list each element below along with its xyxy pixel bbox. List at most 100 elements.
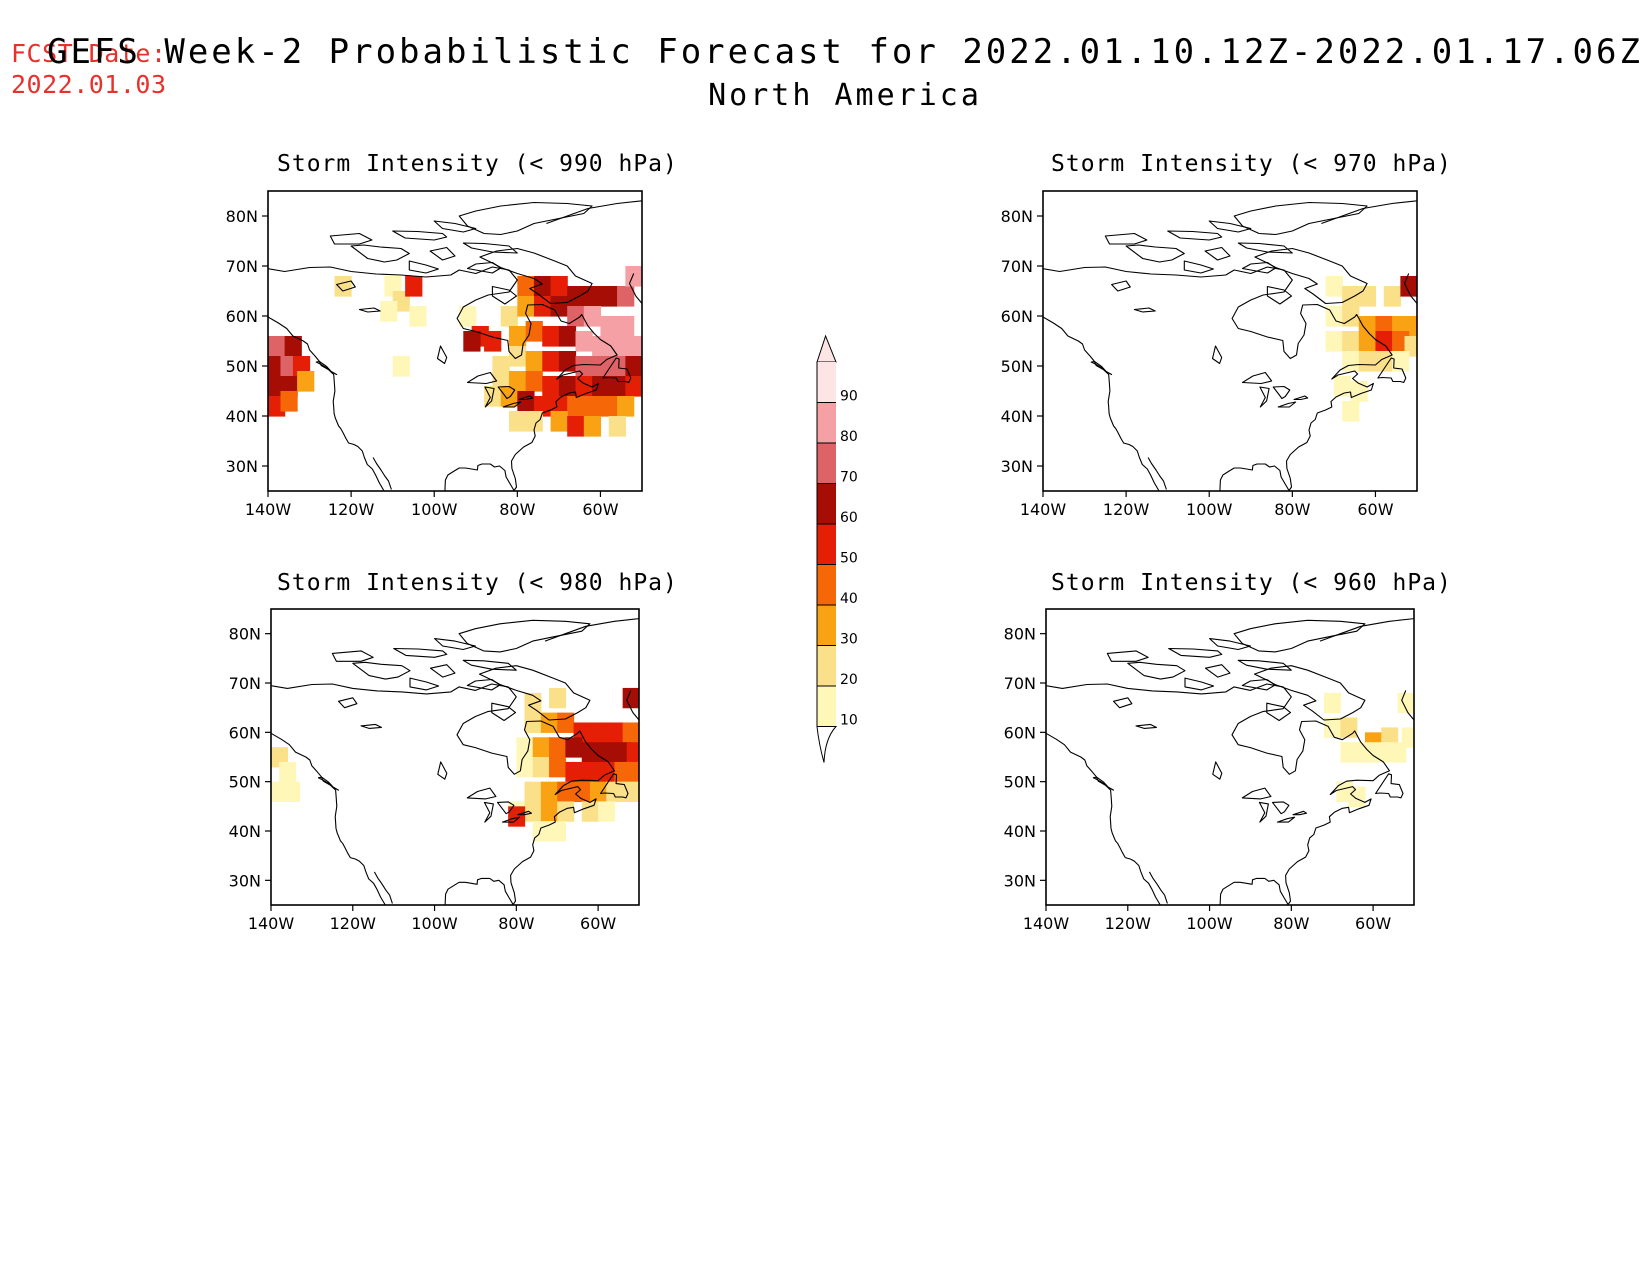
y-tick-label: 40N xyxy=(229,822,261,841)
x-tick-label: 80W xyxy=(1273,914,1309,933)
prob-cell xyxy=(524,712,542,733)
coastline xyxy=(1403,273,1417,305)
colorbar-swatch xyxy=(817,483,836,524)
y-tick-label: 30N xyxy=(1001,457,1033,476)
coastline xyxy=(1321,200,1417,225)
y-tick-label: 80N xyxy=(229,625,261,644)
prob-cell xyxy=(280,391,298,412)
prob-cell xyxy=(1325,331,1343,352)
coastline xyxy=(1237,242,1293,254)
y-tick-label: 50N xyxy=(226,357,258,376)
prob-cell xyxy=(540,781,558,802)
coastline xyxy=(1090,360,1113,376)
prob-cell xyxy=(500,306,518,327)
colorbar-label: 40 xyxy=(840,591,858,607)
prob-cell xyxy=(1342,331,1360,352)
coastline xyxy=(336,280,356,292)
prob-cell xyxy=(532,737,550,758)
prob-cell xyxy=(1383,286,1401,307)
x-tick-label: 80W xyxy=(499,500,535,519)
coastline xyxy=(1147,457,1167,490)
prob-cell xyxy=(575,331,593,352)
prob-cell xyxy=(625,266,642,287)
coastline xyxy=(1319,618,1414,642)
prob-cell xyxy=(549,737,566,758)
prob-cell xyxy=(557,712,575,733)
coastline xyxy=(1043,266,1393,491)
coastline xyxy=(331,650,374,662)
prob-cell xyxy=(550,276,568,297)
coastline xyxy=(268,266,618,491)
x-tick-label: 80W xyxy=(1274,500,1310,519)
coastline xyxy=(1254,247,1368,305)
coastline xyxy=(1277,401,1297,408)
fcst-date-value: 2022.01.03 xyxy=(11,70,167,99)
coastline xyxy=(518,395,534,401)
prob-cell xyxy=(626,761,639,783)
y-tick-label: 70N xyxy=(1004,674,1036,693)
coastline xyxy=(1125,244,1185,263)
y-tick-label: 40N xyxy=(1004,822,1036,841)
prob-cell xyxy=(525,371,543,392)
colorbar-swatch xyxy=(817,645,836,686)
coastline xyxy=(1092,776,1115,791)
region-subtitle: North America xyxy=(708,78,982,113)
x-tick-label: 60W xyxy=(1357,500,1393,519)
map-frame xyxy=(1045,608,1415,906)
coastline xyxy=(436,345,448,365)
colorbar-label: 30 xyxy=(840,632,858,648)
prob-cell xyxy=(581,742,599,763)
y-tick-label: 40N xyxy=(226,407,258,426)
prob-cell xyxy=(625,336,642,357)
prob-cell xyxy=(525,351,543,372)
prob-cell xyxy=(516,757,534,778)
coastline xyxy=(1106,650,1149,662)
prob-cell xyxy=(525,321,543,342)
prob-cell xyxy=(592,376,610,397)
colorbar-label: 70 xyxy=(840,470,858,486)
panel-title-960: Storm Intensity (< 960 hPa) xyxy=(1051,570,1452,596)
prob-cell xyxy=(1358,351,1377,372)
x-tick-label: 100W xyxy=(1186,500,1233,519)
coastline xyxy=(483,801,494,823)
prob-cell xyxy=(606,722,624,743)
prob-cell xyxy=(567,306,585,327)
coastline xyxy=(497,385,516,400)
prob-cell xyxy=(405,276,423,297)
coastline xyxy=(1266,702,1292,722)
x-tick-label: 140W xyxy=(1020,500,1067,519)
coastline xyxy=(1204,664,1231,678)
x-tick-label: 120W xyxy=(1105,914,1152,933)
coastline xyxy=(600,773,629,799)
x-tick-label: 60W xyxy=(580,914,616,933)
coastline xyxy=(1104,232,1148,245)
coastline xyxy=(268,316,385,491)
prob-cell xyxy=(608,336,626,357)
coastline xyxy=(329,232,373,245)
coastline xyxy=(1377,357,1407,384)
colorbar-swatch xyxy=(817,402,836,443)
coastline xyxy=(429,246,456,261)
page-title: GEFS Week-2 Probabilistic Forecast for 2… xyxy=(47,32,1643,72)
prob-cell xyxy=(600,396,618,417)
colorbar-top-arrow xyxy=(816,334,837,363)
coastline xyxy=(1204,246,1231,261)
coastline xyxy=(1046,732,1161,905)
coastline xyxy=(1208,220,1252,233)
prob-cell xyxy=(598,801,616,822)
coastline xyxy=(466,787,497,800)
y-tick-label: 80N xyxy=(1001,207,1033,226)
colorbar-swatch xyxy=(817,443,836,484)
x-tick-label: 100W xyxy=(1186,914,1233,933)
coastline xyxy=(1168,647,1223,658)
prob-cell xyxy=(409,306,427,327)
prob-cell xyxy=(549,687,566,709)
prob-cell xyxy=(583,306,602,327)
prob-cell xyxy=(549,757,566,778)
prob-cell xyxy=(550,411,568,432)
coastline xyxy=(408,260,439,274)
fcst-date-label: FCST Date: xyxy=(11,39,167,68)
y-tick-label: 60N xyxy=(1004,723,1036,742)
coastline xyxy=(626,690,639,721)
